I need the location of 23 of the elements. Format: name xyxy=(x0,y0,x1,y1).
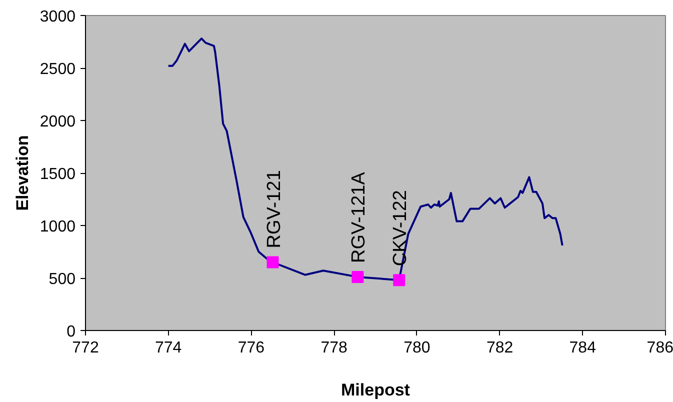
x-tick-label: 784 xyxy=(569,340,596,356)
x-tick-label: 774 xyxy=(155,340,182,356)
x-tick-label: 778 xyxy=(320,340,348,356)
annotation: CKV-122 xyxy=(390,190,412,266)
x-axis-title: Milepost xyxy=(341,380,410,400)
x-tick-label: 786 xyxy=(646,340,673,356)
x-tick-label: 772 xyxy=(72,340,99,356)
y-axis-title: Elevation xyxy=(12,135,32,211)
x-tick-label: 780 xyxy=(404,340,430,356)
x-tick-label: 782 xyxy=(486,340,514,356)
y-tick-label: 1000 xyxy=(40,218,76,236)
y-tick-label: 2500 xyxy=(40,61,76,78)
y-tick-label: 1500 xyxy=(40,166,76,183)
point xyxy=(352,270,364,283)
point xyxy=(393,274,406,286)
x-tick-label: 776 xyxy=(238,340,265,356)
annotation: RGV-121 xyxy=(264,170,285,248)
annotation: RGV-121A xyxy=(348,172,370,263)
point xyxy=(266,256,279,268)
y-tick-label: 500 xyxy=(48,271,76,288)
y-tick-label: 2000 xyxy=(40,114,76,130)
y-tick-label: 0 xyxy=(66,324,76,340)
y-tick-label: 3000 xyxy=(40,8,76,26)
